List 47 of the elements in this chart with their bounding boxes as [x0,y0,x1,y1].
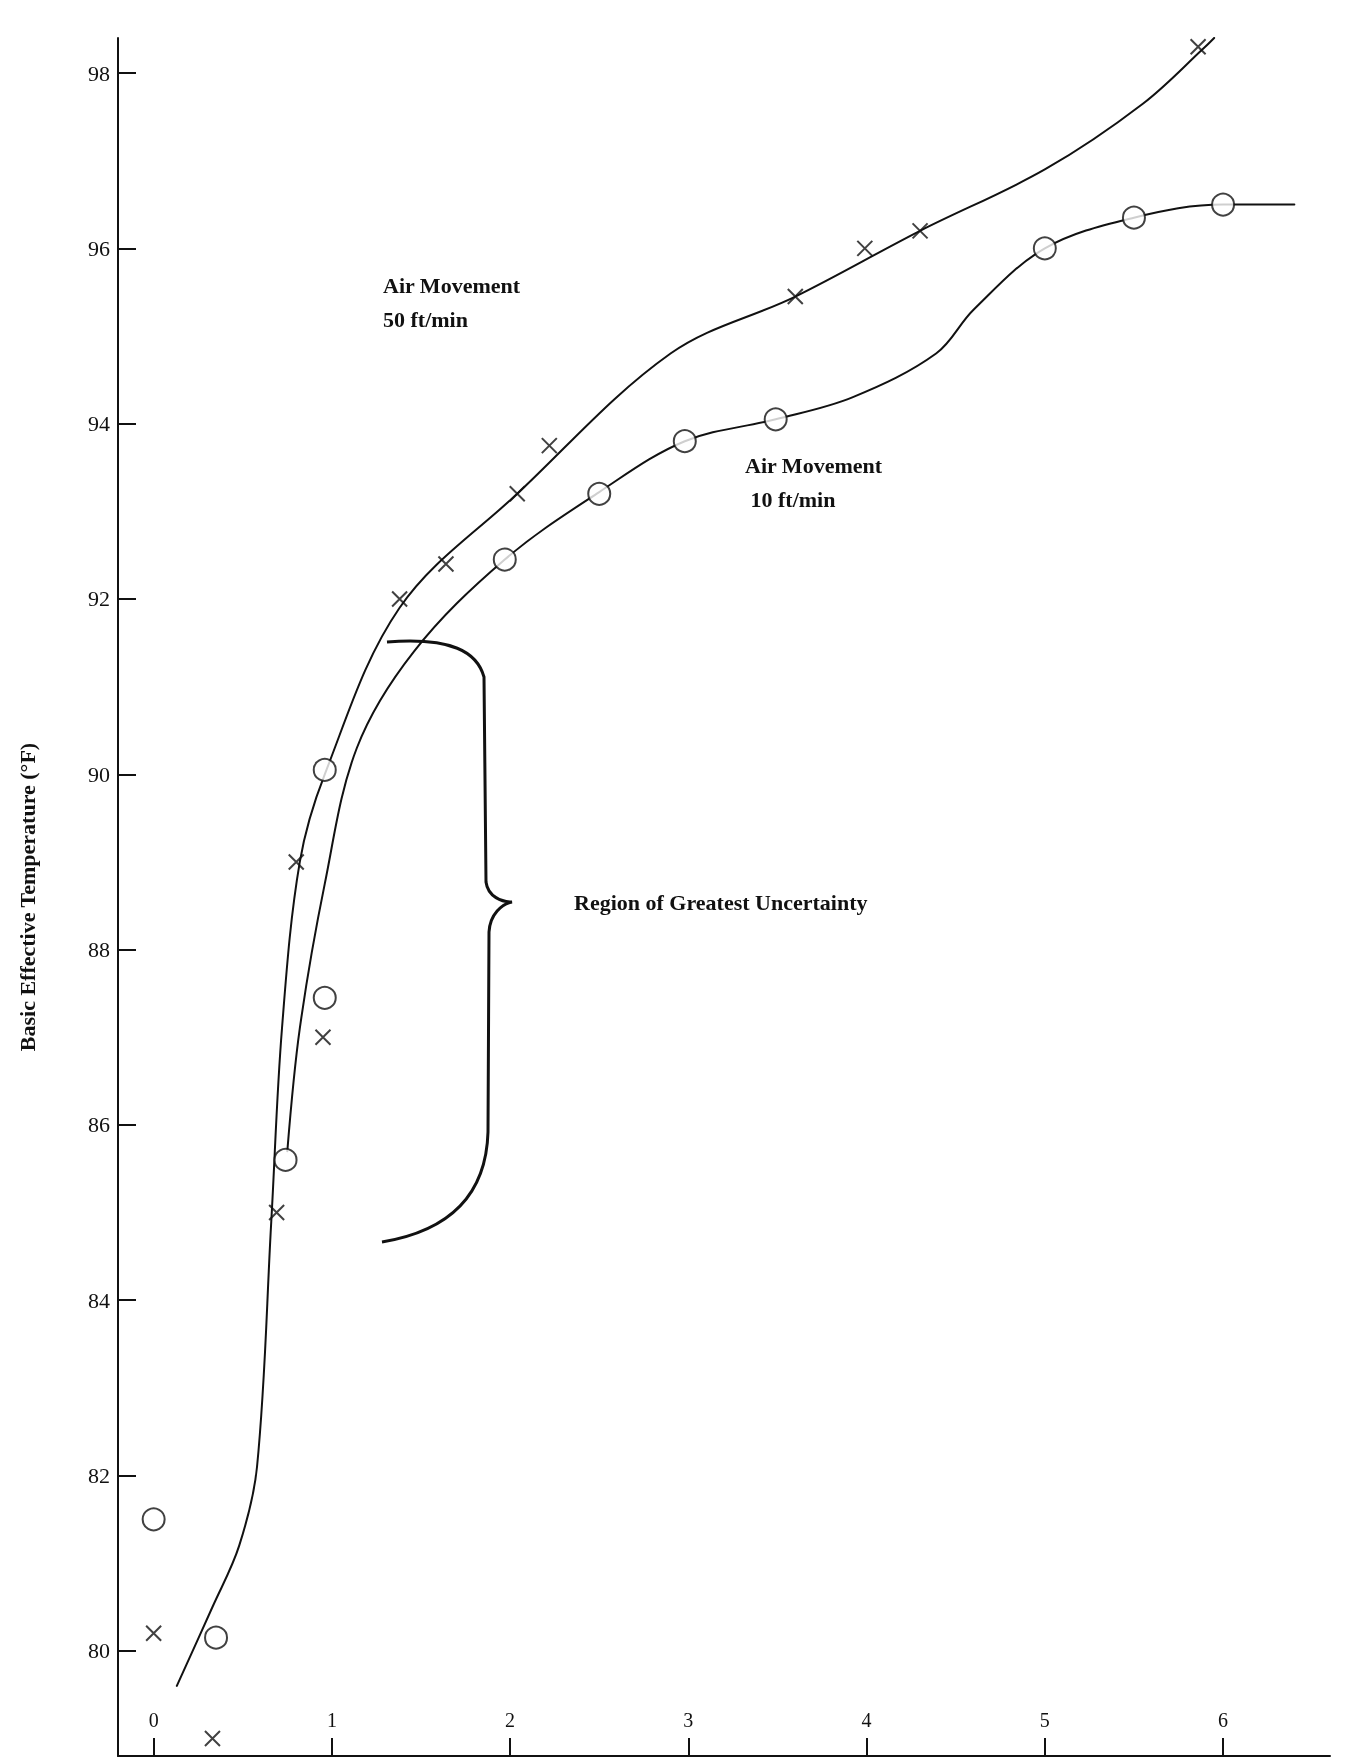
point [287,853,305,871]
point [1032,236,1057,261]
y-tick-label: 88 [88,937,110,963]
line-series [175,37,1216,1687]
x-tick-label: 3 [683,1709,694,1731]
x-tick-label: 2 [505,1709,516,1731]
annotation: Air Movement 10 ft/min [745,452,883,512]
point [314,1028,332,1046]
y-tick-label: 96 [88,235,110,261]
point [763,407,788,432]
point [492,547,517,572]
y-axis-title: Basic Effective Temperature (°F) [14,742,40,1052]
point [437,555,455,573]
point [911,222,929,240]
annotation: Air Movement 50 ft/min [383,272,521,332]
point [672,429,697,454]
x-tick-label: 4 [861,1709,872,1731]
point [856,239,874,257]
y-tick-label: 84 [88,1287,110,1313]
point [141,1507,166,1532]
x-tick-label: 5 [1039,1709,1050,1731]
point [1121,205,1146,230]
point [312,985,337,1010]
point [273,1147,298,1172]
y-tick-label: 86 [88,1112,110,1138]
point [203,1729,221,1747]
point [312,757,337,782]
x-tick-label: 1 [326,1709,337,1731]
point [540,437,558,455]
point [145,1624,163,1642]
point [786,288,804,306]
y-tick-label: 90 [88,761,110,787]
point [508,485,526,503]
y-tick-label: 80 [88,1638,110,1664]
x-tick-label: 6 [1218,1709,1229,1731]
point [1211,192,1236,217]
point [1189,38,1207,56]
y-tick-label: 92 [88,586,110,612]
point [391,590,409,608]
point [587,481,612,506]
x-tick-label: 0 [148,1709,159,1731]
point [268,1204,286,1222]
y-tick-label: 94 [88,411,110,437]
y-tick-label: 82 [88,1463,110,1489]
y-tick-label: 98 [88,60,110,86]
point [204,1625,229,1650]
annotation: Region of Greatest Uncertainty [574,889,868,915]
